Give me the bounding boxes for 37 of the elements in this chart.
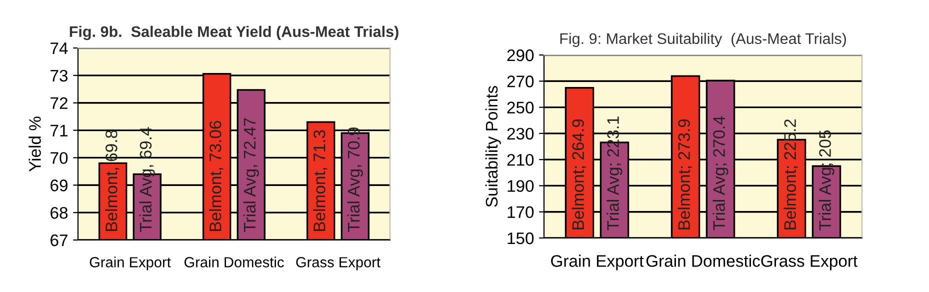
y-tick-label: 230 bbox=[507, 128, 534, 140]
data-label: Belmont; 225.2 bbox=[784, 119, 798, 230]
chart-title: Fig. 9: Market Suitability (Aus-Meat Trials) bbox=[560, 32, 846, 48]
data-label: Trial Avg; 205 bbox=[818, 130, 834, 230]
y-tick-label: 68 bbox=[50, 206, 68, 219]
data-label: Trial Avg; 223.1 bbox=[606, 116, 622, 230]
x-tick-label: Grass Export bbox=[761, 255, 858, 270]
x-tick-label: Grain Domestic bbox=[184, 256, 284, 268]
y-tick-label: 69 bbox=[50, 180, 68, 192]
y-axis-title: Yield % bbox=[28, 116, 41, 172]
chart-title: Fig. 9b. Saleable Meat Yield (Aus-Meat Trials) bbox=[70, 26, 398, 40]
data-label: Belmont; 273.9 bbox=[678, 119, 692, 230]
x-tick-label: Grain Export bbox=[551, 254, 644, 270]
x-tick-label: Grain Export bbox=[90, 256, 171, 270]
y-tick-label: 170 bbox=[508, 206, 534, 218]
y-tick-label: 290 bbox=[507, 49, 534, 62]
y-tick-label: 74 bbox=[50, 42, 68, 54]
data-label: Belmont; 264.9 bbox=[572, 119, 586, 230]
y-tick-label: 210 bbox=[507, 154, 534, 166]
y-tick-label: 190 bbox=[508, 180, 534, 192]
y-tick-label: 270 bbox=[507, 76, 534, 88]
y-tick-label: 73 bbox=[50, 70, 68, 82]
y-axis-title: Suitability Points bbox=[485, 86, 501, 207]
y-tick-label: 250 bbox=[507, 102, 534, 114]
y-tick-label: 71 bbox=[50, 124, 68, 136]
x-tick-label: Grass Export bbox=[296, 257, 380, 270]
data-label: Trial Avg, 69.4 bbox=[139, 127, 155, 232]
data-label: Belmont, 71.3 bbox=[313, 130, 328, 231]
y-tick-label: 67 bbox=[50, 234, 68, 246]
data-label: Trial Avg, 72.47 bbox=[243, 118, 259, 232]
y-tick-label: 70 bbox=[50, 152, 68, 164]
data-label: Belmont, 73.06 bbox=[209, 120, 224, 231]
y-tick-label: 72 bbox=[50, 97, 68, 109]
data-label: Belmont, 69.8 bbox=[105, 130, 120, 231]
x-tick-label: Grain Domestic bbox=[646, 254, 760, 267]
y-tick-label: 150 bbox=[508, 232, 534, 244]
data-label: Trial Avg; 270.4 bbox=[712, 116, 728, 230]
